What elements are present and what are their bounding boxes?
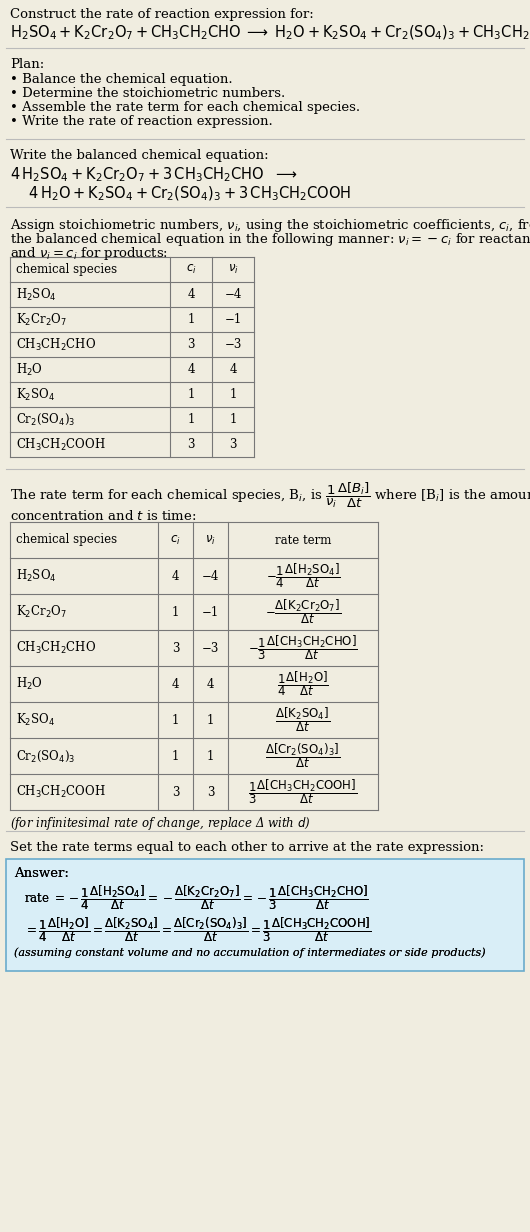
Text: 3: 3 [172,642,179,654]
Text: −1: −1 [202,605,219,618]
Text: $\nu_i$: $\nu_i$ [227,262,238,276]
Text: $\mathrm{4\,H_2SO_4 + K_2Cr_2O_7 + 3\,CH_3CH_2CHO}$  $\longrightarrow$: $\mathrm{4\,H_2SO_4 + K_2Cr_2O_7 + 3\,CH… [10,165,298,184]
Text: concentration and $t$ is time:: concentration and $t$ is time: [10,509,197,524]
Text: $\dfrac{1}{4}\dfrac{\Delta[\mathrm{H_2O}]}{\Delta t}$: $\dfrac{1}{4}\dfrac{\Delta[\mathrm{H_2O}… [277,670,329,699]
Text: • Balance the chemical equation.: • Balance the chemical equation. [10,73,233,86]
Text: 3: 3 [187,338,195,351]
Text: 1: 1 [207,713,214,727]
Text: $-\dfrac{1}{4}\dfrac{\Delta[\mathrm{H_2SO_4}]}{\Delta t}$: $-\dfrac{1}{4}\dfrac{\Delta[\mathrm{H_2S… [266,562,340,590]
Text: chemical species: chemical species [16,262,117,276]
Text: CH$_3$CH$_2$COOH: CH$_3$CH$_2$COOH [16,784,106,800]
Text: $c_i$: $c_i$ [186,262,196,276]
Text: K$_2$Cr$_2$O$_7$: K$_2$Cr$_2$O$_7$ [16,604,67,620]
Text: 4: 4 [229,363,237,376]
FancyBboxPatch shape [6,859,524,971]
Text: $\mathrm{H_2SO_4 + K_2Cr_2O_7 + CH_3CH_2CHO}$$\;\longrightarrow\;$$\mathrm{H_2O : $\mathrm{H_2SO_4 + K_2Cr_2O_7 + CH_3CH_2… [10,23,530,42]
Text: rate $= -\dfrac{1}{4}\dfrac{\Delta[\mathrm{H_2SO_4}]}{\Delta t}= -\dfrac{\Delta[: rate $= -\dfrac{1}{4}\dfrac{\Delta[\math… [24,883,369,912]
Text: H$_2$O: H$_2$O [16,676,43,692]
Text: 1: 1 [187,388,195,400]
Text: rate term: rate term [275,533,331,547]
Text: K$_2$Cr$_2$O$_7$: K$_2$Cr$_2$O$_7$ [16,312,67,328]
Text: H$_2$O: H$_2$O [16,361,43,377]
Text: 1: 1 [187,413,195,426]
Text: chemical species: chemical species [16,533,117,547]
Text: H$_2$SO$_4$: H$_2$SO$_4$ [16,287,57,303]
Text: K$_2$SO$_4$: K$_2$SO$_4$ [16,387,55,403]
Text: Answer:: Answer: [14,867,69,880]
Text: K$_2$SO$_4$: K$_2$SO$_4$ [16,712,55,728]
Text: 1: 1 [229,388,237,400]
Text: 1: 1 [187,313,195,326]
Text: CH$_3$CH$_2$CHO: CH$_3$CH$_2$CHO [16,639,96,657]
Text: −4: −4 [202,569,219,583]
Text: 3: 3 [207,786,214,798]
Text: $\nu_i$: $\nu_i$ [205,533,216,547]
Text: Plan:: Plan: [10,58,44,71]
Text: $\mathrm{4\,H_2O + K_2SO_4 + Cr_2(SO_4)_3 + 3\,CH_3CH_2COOH}$: $\mathrm{4\,H_2O + K_2SO_4 + Cr_2(SO_4)_… [10,185,351,203]
Text: H$_2$SO$_4$: H$_2$SO$_4$ [16,568,57,584]
Text: Cr$_2$(SO$_4$)$_3$: Cr$_2$(SO$_4$)$_3$ [16,411,75,428]
Text: $c_i$: $c_i$ [170,533,181,547]
Text: −4: −4 [224,288,242,301]
Text: 1: 1 [207,749,214,763]
Text: CH$_3$CH$_2$CHO: CH$_3$CH$_2$CHO [16,336,96,352]
Text: 4: 4 [207,678,214,690]
Text: 1: 1 [229,413,237,426]
Text: $-\dfrac{\Delta[\mathrm{K_2Cr_2O_7}]}{\Delta t}$: $-\dfrac{\Delta[\mathrm{K_2Cr_2O_7}]}{\D… [265,598,341,626]
Text: rate $= -\dfrac{1}{4}\dfrac{\Delta[\mathrm{H_2SO_4}]}{\Delta t}= -\dfrac{\Delta[: rate $= -\dfrac{1}{4}\dfrac{\Delta[\math… [24,883,369,912]
Text: Answer:: Answer: [14,867,69,880]
Text: 3: 3 [229,439,237,451]
Text: 4: 4 [172,678,179,690]
Text: −1: −1 [224,313,242,326]
Text: 1: 1 [172,713,179,727]
Text: (assuming constant volume and no accumulation of intermediates or side products): (assuming constant volume and no accumul… [14,947,485,957]
Text: Assign stoichiometric numbers, $\nu_i$, using the stoichiometric coefficients, $: Assign stoichiometric numbers, $\nu_i$, … [10,217,530,234]
Text: 1: 1 [172,605,179,618]
Text: Set the rate terms equal to each other to arrive at the rate expression:: Set the rate terms equal to each other t… [10,841,484,854]
Text: (for infinitesimal rate of change, replace Δ with $d$): (for infinitesimal rate of change, repla… [10,816,311,832]
Text: The rate term for each chemical species, B$_i$, is $\dfrac{1}{\nu_i}\dfrac{\Delt: The rate term for each chemical species,… [10,480,530,510]
Text: $= \dfrac{1}{4}\dfrac{\Delta[\mathrm{H_2O}]}{\Delta t}= \dfrac{\Delta[\mathrm{K_: $= \dfrac{1}{4}\dfrac{\Delta[\mathrm{H_2… [24,915,372,944]
Text: CH$_3$CH$_2$COOH: CH$_3$CH$_2$COOH [16,436,106,452]
Text: $= \dfrac{1}{4}\dfrac{\Delta[\mathrm{H_2O}]}{\Delta t}= \dfrac{\Delta[\mathrm{K_: $= \dfrac{1}{4}\dfrac{\Delta[\mathrm{H_2… [24,915,372,944]
Text: 4: 4 [187,363,195,376]
Text: $-\dfrac{1}{3}\dfrac{\Delta[\mathrm{CH_3CH_2CHO}]}{\Delta t}$: $-\dfrac{1}{3}\dfrac{\Delta[\mathrm{CH_3… [248,633,358,663]
Text: 3: 3 [187,439,195,451]
Text: 4: 4 [187,288,195,301]
Text: $\dfrac{\Delta[\mathrm{Cr_2(SO_4)_3}]}{\Delta t}$: $\dfrac{\Delta[\mathrm{Cr_2(SO_4)_3}]}{\… [266,742,341,770]
Text: Write the balanced chemical equation:: Write the balanced chemical equation: [10,149,269,161]
Text: the balanced chemical equation in the following manner: $\nu_i = -c_i$ for react: the balanced chemical equation in the fo… [10,232,530,248]
Text: • Assemble the rate term for each chemical species.: • Assemble the rate term for each chemic… [10,101,360,115]
Text: −3: −3 [224,338,242,351]
Text: • Determine the stoichiometric numbers.: • Determine the stoichiometric numbers. [10,87,285,100]
Text: −3: −3 [202,642,219,654]
Text: • Write the rate of reaction expression.: • Write the rate of reaction expression. [10,115,273,128]
Text: 1: 1 [172,749,179,763]
Text: 4: 4 [172,569,179,583]
Text: (assuming constant volume and no accumulation of intermediates or side products): (assuming constant volume and no accumul… [14,947,485,957]
Text: $\dfrac{1}{3}\dfrac{\Delta[\mathrm{CH_3CH_2COOH}]}{\Delta t}$: $\dfrac{1}{3}\dfrac{\Delta[\mathrm{CH_3C… [249,777,358,807]
Text: 3: 3 [172,786,179,798]
Text: Construct the rate of reaction expression for:: Construct the rate of reaction expressio… [10,7,314,21]
Text: $\dfrac{\Delta[\mathrm{K_2SO_4}]}{\Delta t}$: $\dfrac{\Delta[\mathrm{K_2SO_4}]}{\Delta… [276,706,331,734]
Text: and $\nu_i = c_i$ for products:: and $\nu_i = c_i$ for products: [10,245,168,262]
Text: Cr$_2$(SO$_4$)$_3$: Cr$_2$(SO$_4$)$_3$ [16,748,75,764]
